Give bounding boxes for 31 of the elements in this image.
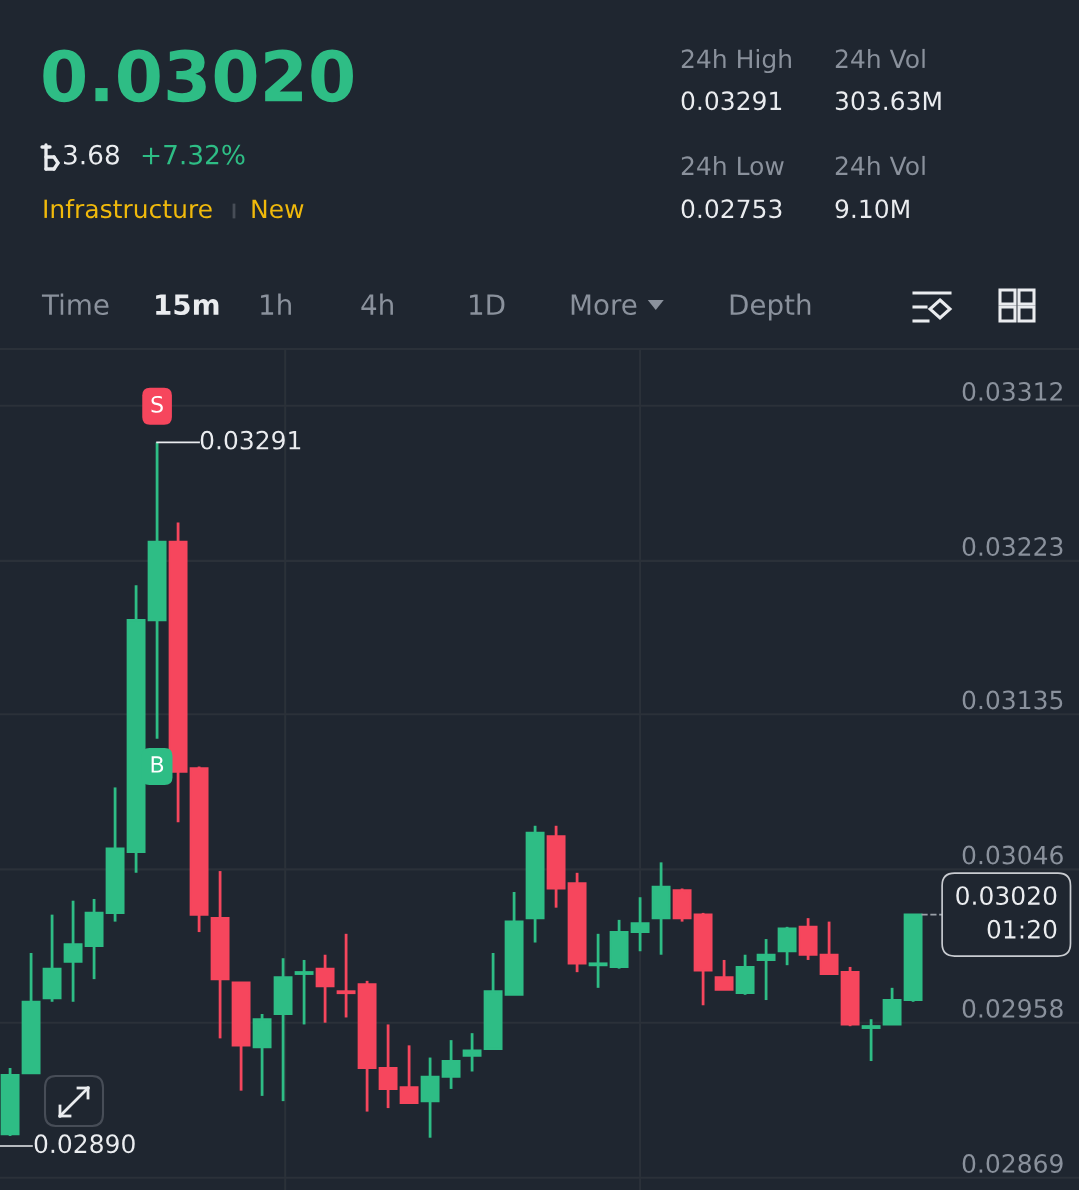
annotation: B (151, 756, 164, 773)
y-tick-label: 0.03223 (962, 537, 1063, 557)
text: 303.63M (835, 91, 941, 111)
text: Infrastructure (44, 198, 212, 219)
text: 24h Vol (835, 155, 925, 176)
chart-subtitle: 3.68 (64, 144, 119, 165)
y-tick-label: 0.03046 (962, 845, 1063, 865)
annotation: 0.02890 (34, 1134, 135, 1154)
y-tick-label: 0.02958 (962, 998, 1063, 1018)
text: 0.02753 (681, 199, 782, 219)
y-tick-label: 0.03135 (962, 690, 1063, 710)
text: 24h Vol (835, 48, 925, 69)
text: 24h High (681, 48, 791, 74)
text: Time (41, 293, 109, 316)
text: 24h Low (681, 155, 784, 176)
y-tick-label: 0.03312 (962, 382, 1062, 401)
ref-line-label: 0.03020 01:20 (956, 886, 1057, 939)
text: 15m (156, 294, 219, 316)
annotation: S (151, 395, 163, 413)
text: 1D (470, 294, 505, 315)
text: New (252, 199, 304, 219)
text: 4h (361, 293, 393, 315)
text: 1h (261, 293, 291, 315)
text: 9.10M (835, 199, 909, 219)
annotation: 0.03291 (200, 430, 301, 450)
chart-title: 0.03020 (43, 49, 353, 103)
text: 0.03291 (681, 91, 782, 111)
text: +7.32% (142, 144, 245, 165)
text: More (571, 294, 637, 316)
text: Depth (730, 293, 811, 321)
y-tick-label: 0.02869 (962, 1154, 1063, 1173)
